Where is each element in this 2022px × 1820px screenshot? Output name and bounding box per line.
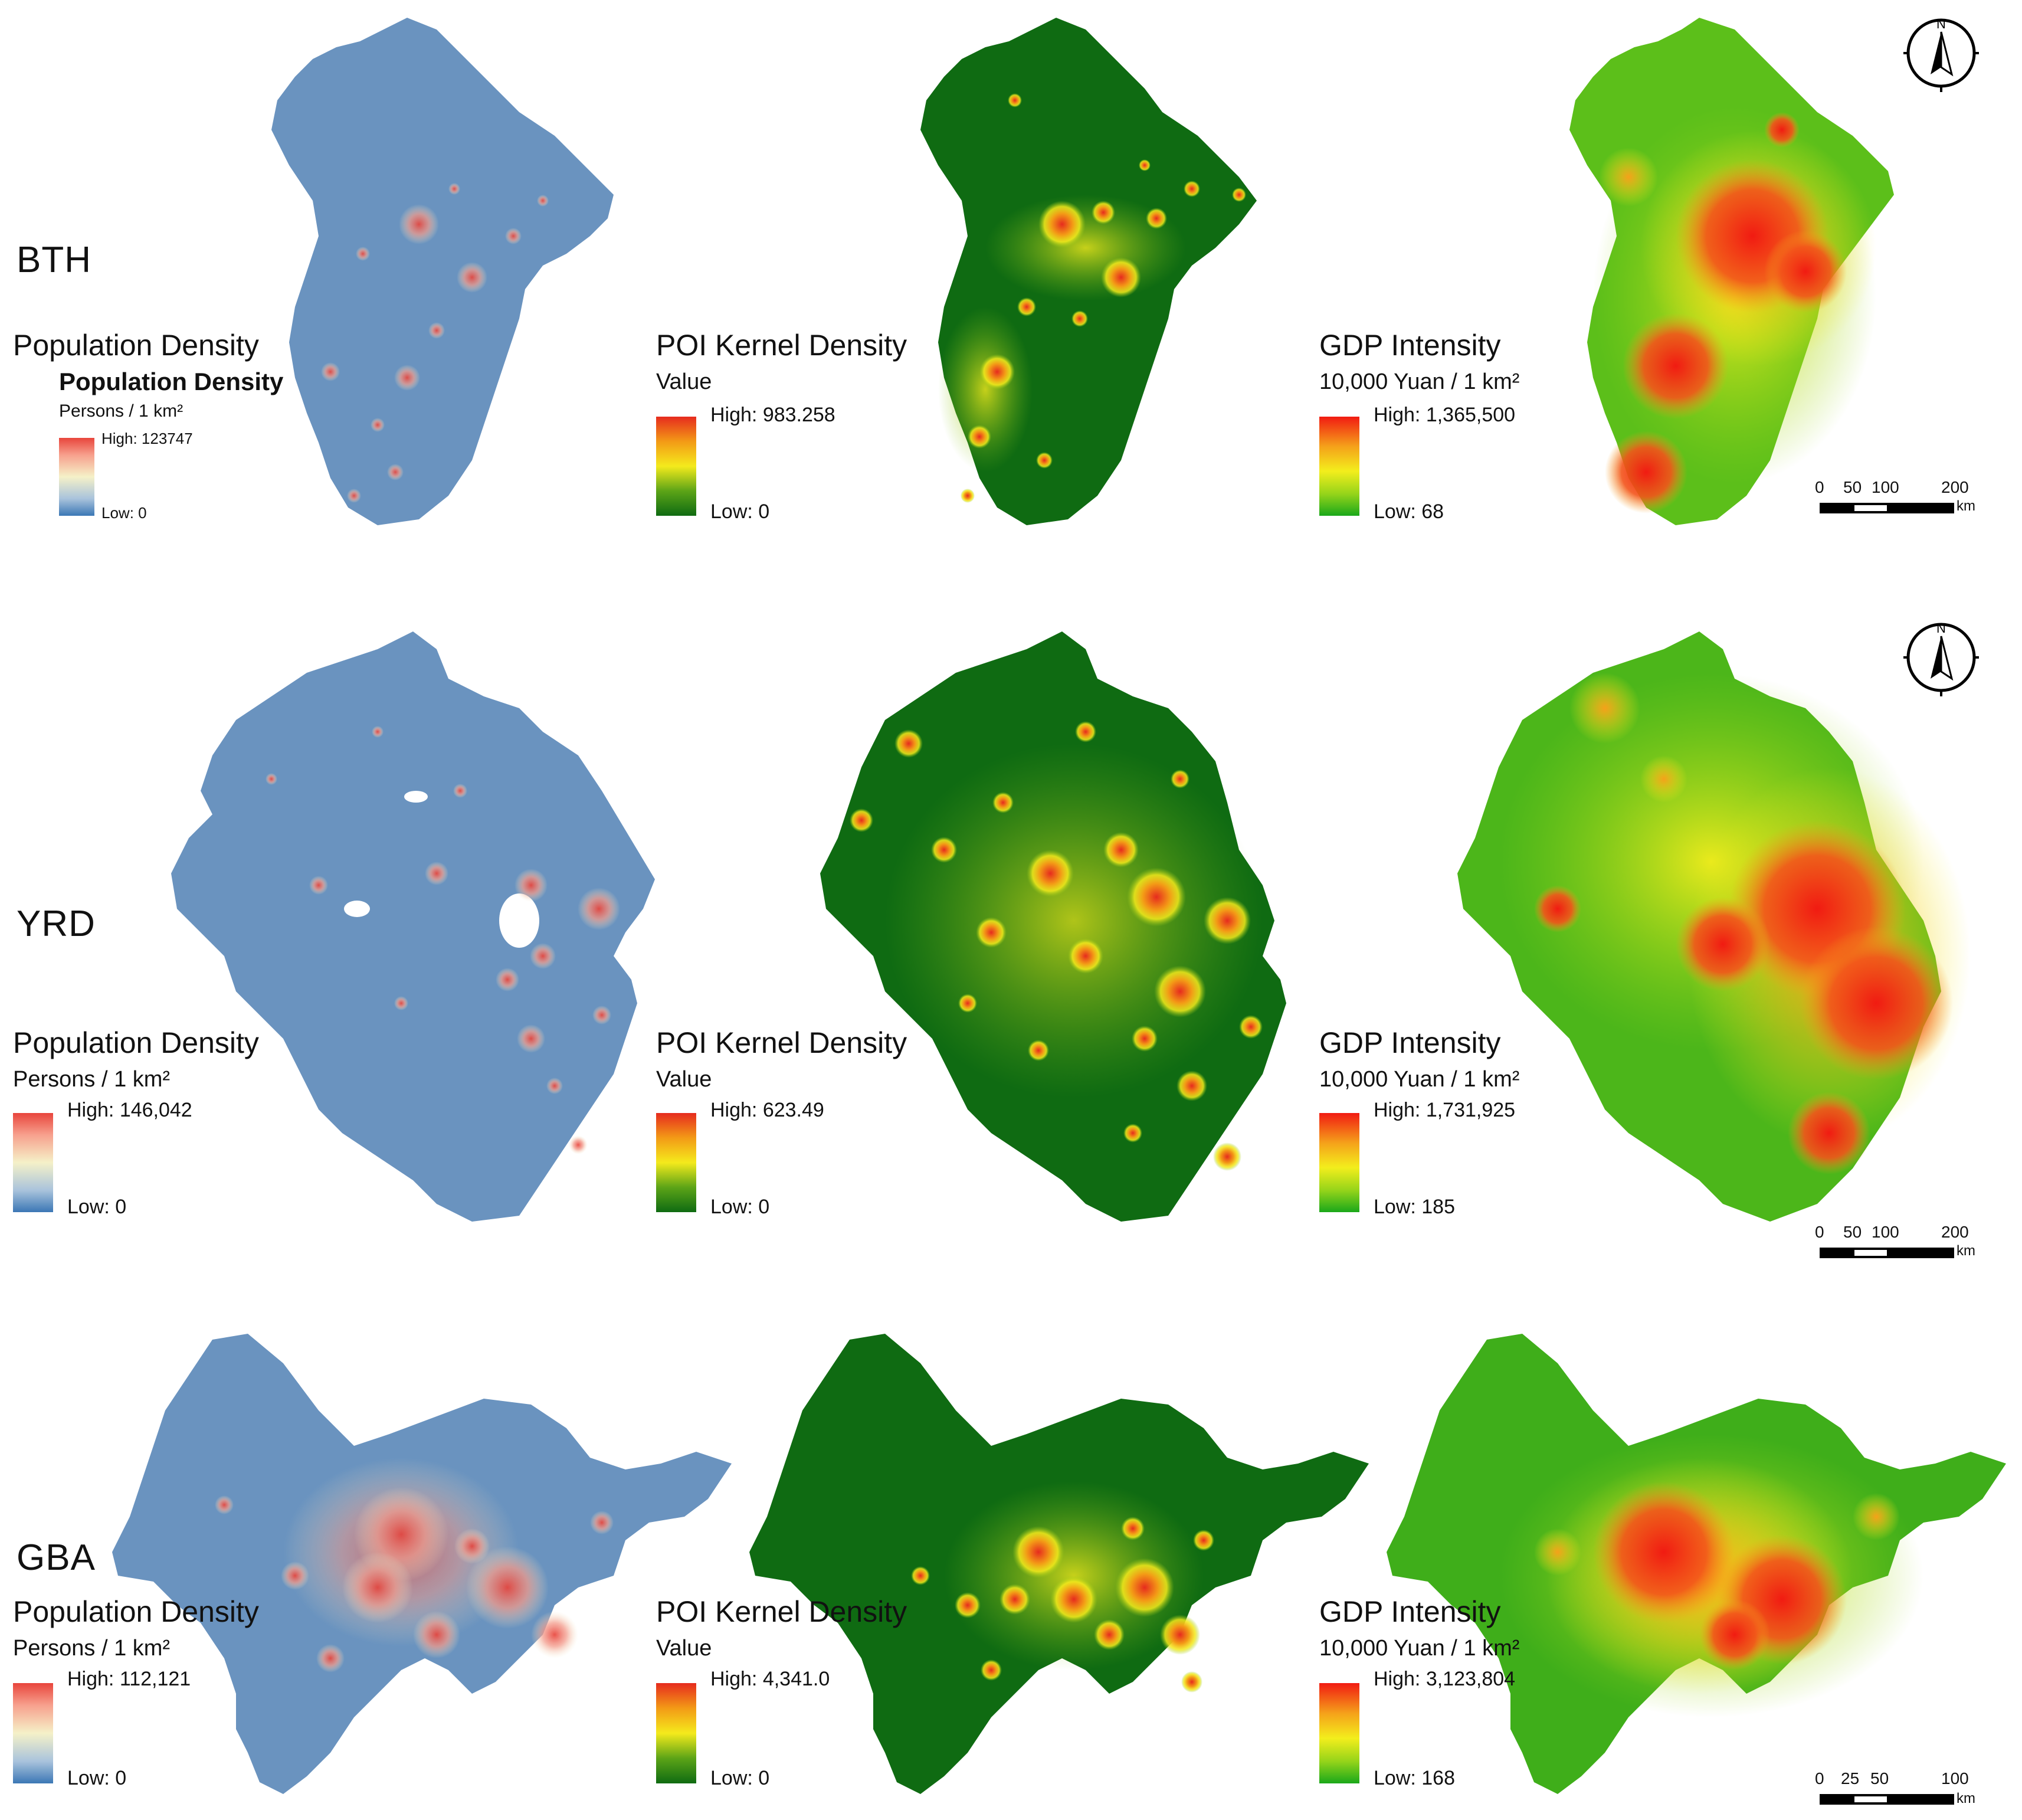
bth-scale-tick-1: 50 — [1843, 478, 1862, 496]
yrd-gdp-low: Low: 185 — [1374, 1196, 1455, 1218]
bth-scale-bar — [1820, 503, 1954, 513]
bth-gdp-color-ramp — [1319, 417, 1359, 516]
yrd-poi-low: Low: 0 — [710, 1196, 770, 1218]
gba-poi-high: High: 4,341.0 — [710, 1668, 830, 1690]
map-bth-gdp — [1569, 18, 1894, 525]
gba-scale-tick-0: 0 — [1815, 1769, 1824, 1788]
bth-scale-tick-3: 200 — [1941, 478, 1969, 496]
bth-pop-unit: Persons / 1 km² — [59, 401, 183, 421]
yrd-poi-color-ramp — [656, 1113, 696, 1212]
yrd-gdp-title: GDP Intensity — [1319, 1026, 1501, 1059]
map-bth-population — [271, 18, 614, 525]
gba-poi-low: Low: 0 — [710, 1767, 770, 1789]
yrd-scale-tick-1: 50 — [1843, 1223, 1862, 1241]
map-yrd-poi — [820, 631, 1286, 1222]
north-label: N — [1936, 17, 1946, 31]
gba-gdp-high: High: 3,123,804 — [1374, 1668, 1516, 1690]
north-label-2: N — [1936, 621, 1946, 636]
bth-pop-low: Low: 0 — [101, 504, 147, 522]
region-label-yrd: YRD — [17, 904, 96, 944]
gba-gdp-low: Low: 168 — [1374, 1767, 1455, 1789]
bth-scale-unit: km — [1957, 498, 1975, 514]
gba-pop-color-ramp — [13, 1683, 53, 1783]
gba-poi-color-ramp — [656, 1683, 696, 1783]
gba-gdp-title: GDP Intensity — [1319, 1595, 1501, 1628]
bth-poi-title: POI Kernel Density — [656, 329, 907, 362]
map-gba-gdp — [1387, 1334, 2006, 1794]
gba-poi-title: POI Kernel Density — [656, 1595, 907, 1628]
yrd-pop-high: High: 146,042 — [67, 1099, 192, 1121]
gba-scale-unit: km — [1957, 1790, 1975, 1806]
gba-poi-unit: Value — [656, 1636, 712, 1661]
north-arrow-icon-2: N — [1903, 621, 1979, 696]
bth-pop-title: Population Density — [13, 329, 259, 362]
yrd-poi-high: High: 623.49 — [710, 1099, 824, 1121]
north-arrow-icon: N — [1903, 17, 1979, 92]
yrd-scale-bar — [1820, 1248, 1954, 1258]
yrd-gdp-unit: 10,000 Yuan / 1 km² — [1319, 1067, 1520, 1092]
bth-poi-unit: Value — [656, 369, 712, 394]
bth-gdp-unit: 10,000 Yuan / 1 km² — [1319, 369, 1520, 394]
yrd-scale-unit: km — [1957, 1243, 1975, 1259]
map-bth-poi — [920, 18, 1257, 525]
gba-pop-title: Population Density — [13, 1595, 259, 1628]
gba-scale-tick-3: 100 — [1941, 1769, 1969, 1788]
bth-gdp-title: GDP Intensity — [1319, 329, 1501, 362]
yrd-scale-tick-2: 100 — [1872, 1223, 1899, 1241]
gba-scale-bar — [1820, 1794, 1954, 1805]
gba-gdp-color-ramp — [1319, 1683, 1359, 1783]
bth-pop-color-ramp — [59, 438, 94, 516]
gba-pop-low: Low: 0 — [67, 1767, 127, 1789]
bth-scale-tick-0: 0 — [1815, 478, 1824, 496]
yrd-pop-low: Low: 0 — [67, 1196, 127, 1218]
bth-pop-title-2: Population Density — [59, 368, 284, 395]
yrd-pop-color-ramp — [13, 1113, 53, 1212]
bth-gdp-low: Low: 68 — [1374, 500, 1444, 523]
gba-pop-high: High: 112,121 — [67, 1668, 191, 1690]
yrd-poi-unit: Value — [656, 1067, 712, 1092]
map-gba-population — [112, 1334, 732, 1794]
bth-poi-color-ramp — [656, 417, 696, 516]
yrd-scale-tick-0: 0 — [1815, 1223, 1824, 1241]
yrd-gdp-color-ramp — [1319, 1113, 1359, 1212]
region-label-bth: BTH — [17, 240, 91, 280]
bth-pop-high: High: 123747 — [101, 430, 193, 447]
yrd-pop-unit: Persons / 1 km² — [13, 1067, 171, 1092]
gba-pop-unit: Persons / 1 km² — [13, 1636, 171, 1661]
bth-gdp-high: High: 1,365,500 — [1374, 404, 1516, 426]
yrd-gdp-high: High: 1,731,925 — [1374, 1099, 1516, 1121]
bth-poi-high: High: 983.258 — [710, 404, 835, 426]
gba-scale-tick-1: 25 — [1841, 1769, 1860, 1788]
region-label-gba: GBA — [17, 1537, 96, 1578]
bth-scale-tick-2: 100 — [1872, 478, 1899, 496]
gba-scale-tick-2: 50 — [1870, 1769, 1889, 1788]
yrd-pop-title: Population Density — [13, 1026, 259, 1059]
bth-poi-low: Low: 0 — [710, 500, 770, 523]
yrd-poi-title: POI Kernel Density — [656, 1026, 907, 1059]
yrd-scale-tick-3: 200 — [1941, 1223, 1969, 1241]
map-yrd-population — [171, 631, 655, 1222]
map-yrd-gdp — [1457, 631, 1971, 1222]
map-gba-poi — [749, 1334, 1369, 1794]
gba-gdp-unit: 10,000 Yuan / 1 km² — [1319, 1636, 1520, 1661]
